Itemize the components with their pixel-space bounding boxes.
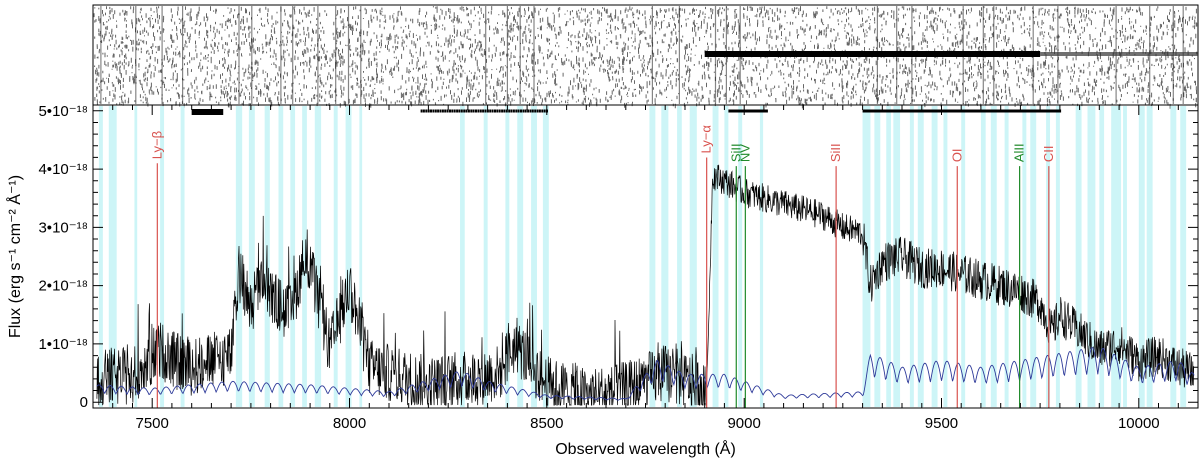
spectral-line-label: Ly−β	[149, 131, 164, 159]
sky-band-11	[314, 106, 322, 407]
sky-band-3	[160, 106, 165, 407]
spectral-line-7: CII	[1041, 146, 1056, 408]
sky-band-26	[724, 106, 729, 407]
spectral-line-4: SiII	[828, 143, 843, 408]
sky-band-38	[980, 106, 986, 407]
sky-band-42	[1030, 106, 1037, 407]
y-tick-label: 1•10⁻¹⁸	[38, 336, 88, 353]
x-tick-label: 8500	[530, 415, 563, 432]
spectral-line-0: Ly−β	[149, 131, 164, 408]
y-tick-label: 2•10⁻¹⁸	[38, 278, 88, 295]
sky-band-22	[661, 106, 669, 407]
sky-band-30	[874, 106, 881, 407]
sky-band-12	[333, 106, 338, 407]
sky-band-47	[1099, 106, 1105, 407]
sky-band-25	[712, 106, 719, 407]
sky-band-34	[917, 106, 924, 407]
y-tick-label: 3•10⁻¹⁸	[38, 219, 88, 236]
sky-band-51	[1146, 106, 1153, 407]
sky-band-1	[108, 106, 117, 407]
sky-band-27	[738, 106, 743, 407]
sky-band-17	[505, 106, 510, 407]
sky-band-6	[248, 106, 255, 407]
sky-band-52	[1170, 106, 1177, 407]
sky-band-21	[649, 106, 656, 407]
sky-band-39	[990, 106, 997, 407]
x-tick-label: 10000	[1118, 415, 1160, 432]
sky-band-41	[1022, 106, 1027, 407]
x-tick-label: 8000	[333, 415, 366, 432]
y-tick-label: 5•10⁻¹⁸	[38, 103, 88, 120]
spectral-line-6: AlII	[1012, 143, 1027, 408]
series-line-0	[96, 164, 1195, 406]
sky-band-48	[1111, 106, 1122, 407]
sky-band-14	[359, 106, 363, 407]
sky-band-28	[759, 106, 764, 407]
x-tick-label: 9000	[727, 415, 760, 432]
y-tick-label: 0	[80, 394, 88, 411]
x-tick-label: 7500	[136, 415, 169, 432]
sky-band-18	[517, 106, 524, 407]
spectral-line-label: AlII	[1012, 143, 1027, 162]
sky-band-10	[302, 106, 307, 407]
sky-band-19	[531, 106, 537, 407]
series-line-1	[96, 346, 1195, 401]
spectral-line-3: NV	[737, 144, 752, 408]
sky-band-44	[1055, 106, 1060, 407]
x-axis-title: Observed wavelength (Å)	[555, 439, 736, 458]
sky-band-40	[1004, 106, 1009, 407]
sky-band-20	[542, 106, 549, 407]
spectral-line-label: OI	[949, 148, 964, 162]
y-tick-label: 4•10⁻¹⁸	[38, 161, 88, 178]
x-tick-label: 9500	[925, 415, 958, 432]
continuum-trace-faint	[1040, 52, 1198, 56]
spectral-line-5: OI	[949, 148, 964, 408]
spectral-line-label: SiII	[828, 143, 843, 162]
sky-band-8	[278, 106, 284, 407]
2d-spectrum-image-panel	[92, 4, 1199, 109]
spectrum-series	[96, 109, 1195, 406]
sky-line-bands	[98, 106, 1187, 407]
sky-band-43	[1046, 106, 1051, 407]
sky-band-13	[345, 106, 352, 407]
sky-band-16	[483, 106, 488, 407]
sky-band-9	[290, 106, 296, 407]
sky-band-36	[943, 106, 948, 407]
axis-ticks	[93, 105, 1199, 408]
sky-band-15	[460, 106, 465, 407]
spectral-line-2: SiII	[728, 143, 743, 408]
sky-band-2	[134, 106, 138, 407]
y-axis-title: Flux (erg s⁻¹ cm⁻² Å⁻¹)	[5, 175, 24, 338]
continuum-trace	[704, 51, 1041, 57]
sky-band-53	[1180, 106, 1187, 407]
sky-band-45	[1075, 106, 1082, 407]
sky-band-4	[180, 106, 185, 407]
sky-band-50	[1138, 106, 1145, 407]
sky-band-24	[689, 106, 697, 407]
sky-band-0	[98, 106, 103, 407]
sky-band-46	[1087, 106, 1096, 407]
image-noise-strokes	[93, 6, 1198, 109]
sky-band-49	[1123, 106, 1127, 407]
spectral-line-label: SiII	[728, 143, 743, 162]
sky-band-23	[677, 106, 682, 407]
top-marker-block	[191, 109, 224, 115]
axes: 7500 8000 8500 9000 9500 10000 0 1•10⁻¹⁸ 2•10⁻¹⁸…	[38, 103, 1199, 432]
spectral-line-1: Ly−α	[699, 125, 714, 408]
sky-band-37	[961, 106, 966, 407]
spectral-line-label: Ly−α	[699, 125, 714, 154]
spectral-line-label: CII	[1041, 146, 1056, 163]
spectral-line-label: NV	[737, 144, 752, 162]
